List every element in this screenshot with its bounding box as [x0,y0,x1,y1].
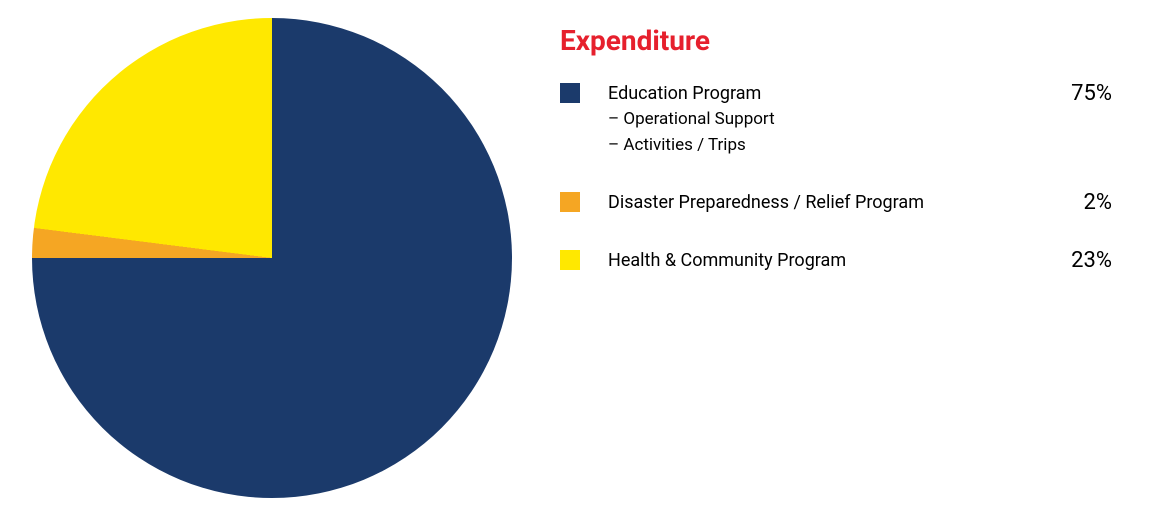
legend-swatch [560,83,580,103]
legend-text: Education Program– Operational Support– … [608,81,1112,158]
legend-row: Education Program– Operational Support– … [560,81,1112,158]
legend-text: Disaster Preparedness / Relief Program 2% [608,190,1112,216]
legend-label-block: Disaster Preparedness / Relief Program [608,190,1084,216]
legend-row: Disaster Preparedness / Relief Program 2% [560,190,1112,216]
legend-text: Health & Community Program 23% [608,248,1112,274]
legend-list: Education Program– Operational Support– … [560,81,1112,274]
legend-label-block: Education Program– Operational Support– … [608,81,1071,158]
legend-value: 23% [1071,248,1112,273]
legend-sublabel: – Operational Support [608,107,1051,133]
legend-sublabel: – Activities / Trips [608,133,1051,159]
legend-value: 2% [1084,190,1112,215]
expenditure-pie-chart [32,18,512,498]
legend-label-block: Health & Community Program [608,248,1071,274]
legend-swatch [560,192,580,212]
legend-label: Education Program [608,81,1051,107]
legend-swatch [560,250,580,270]
legend-value: 75% [1071,81,1112,106]
legend-row: Health & Community Program 23% [560,248,1112,274]
legend-label: Health & Community Program [608,248,1051,274]
pie-chart-column [0,0,520,524]
legend-column: Expenditure Education Program– Operation… [520,0,1152,524]
expenditure-chart-container: Expenditure Education Program– Operation… [0,0,1152,524]
legend-label: Disaster Preparedness / Relief Program [608,190,1064,216]
legend-title: Expenditure [560,24,1112,57]
